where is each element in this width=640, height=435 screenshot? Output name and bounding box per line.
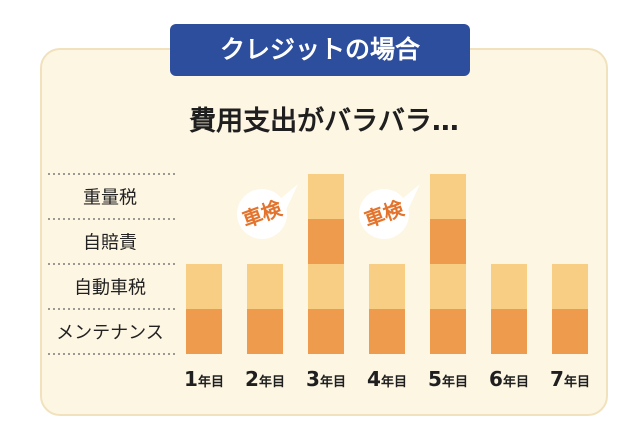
bar-segment bbox=[186, 264, 222, 309]
shaken-callout: 車検 bbox=[237, 184, 298, 239]
row-dividers bbox=[48, 173, 178, 355]
bar-segment bbox=[308, 264, 344, 309]
bar-segment bbox=[430, 219, 466, 264]
callout-bubble bbox=[237, 189, 287, 239]
row-label: 重量税 bbox=[83, 188, 137, 209]
bar-segment bbox=[552, 264, 588, 309]
x-axis-labels: 1年目 2年目 3年目 4年目 5年目 6年目 7年目 bbox=[184, 367, 590, 391]
bar-segment bbox=[186, 309, 222, 354]
x-tick-label: 1年目 bbox=[184, 367, 224, 391]
bar-segment bbox=[430, 309, 466, 354]
bar-segment bbox=[369, 264, 405, 309]
row-label: 自動車税 bbox=[74, 278, 146, 299]
x-tick-label: 5年目 bbox=[428, 367, 468, 391]
bar-segment bbox=[491, 264, 527, 309]
callouts: 車検 車検 bbox=[237, 184, 420, 239]
bar-segment bbox=[491, 309, 527, 354]
shaken-callout: 車検 bbox=[359, 184, 420, 239]
x-tick-label: 4年目 bbox=[367, 367, 407, 391]
bar-segment bbox=[308, 219, 344, 264]
bar-segment bbox=[552, 309, 588, 354]
callout-bubble bbox=[359, 189, 409, 239]
x-tick-label: 2年目 bbox=[245, 367, 285, 391]
bar-segment bbox=[430, 174, 466, 219]
x-tick-label: 3年目 bbox=[306, 367, 346, 391]
bars bbox=[186, 174, 588, 354]
x-tick-label: 6年目 bbox=[489, 367, 529, 391]
header-badge: クレジットの場合 bbox=[170, 24, 470, 76]
x-tick-label: 7年目 bbox=[550, 367, 590, 391]
bar-segment bbox=[308, 309, 344, 354]
bar-segment bbox=[430, 264, 466, 309]
row-label: 自賠責 bbox=[83, 233, 137, 254]
bar-segment bbox=[369, 309, 405, 354]
bar-segment bbox=[247, 264, 283, 309]
bar-segment bbox=[308, 174, 344, 219]
row-label: メンテナンス bbox=[56, 323, 164, 344]
headline: 費用支出がバラバラ… bbox=[189, 106, 459, 137]
bar-segment bbox=[247, 309, 283, 354]
